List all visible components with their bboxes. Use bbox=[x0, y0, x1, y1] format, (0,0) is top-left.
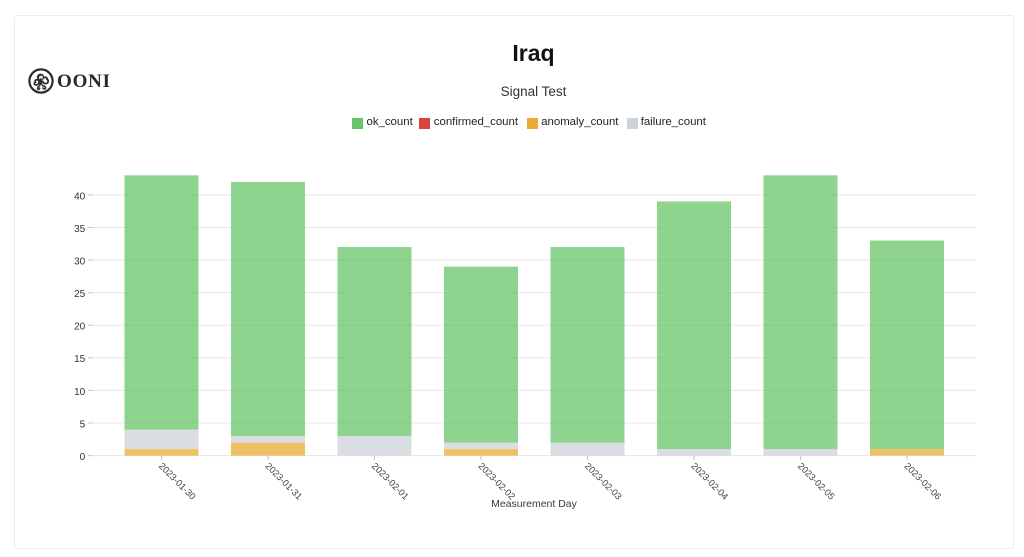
svg-text:10: 10 bbox=[74, 387, 86, 398]
svg-text:20: 20 bbox=[74, 322, 86, 333]
svg-text:2023-02-05: 2023-02-05 bbox=[796, 461, 837, 502]
svg-text:2023-02-06: 2023-02-06 bbox=[902, 461, 943, 502]
svg-text:Measurement Day: Measurement Day bbox=[491, 498, 578, 510]
svg-text:2023-02-04: 2023-02-04 bbox=[689, 461, 730, 502]
svg-text:35: 35 bbox=[74, 224, 86, 235]
svg-text:5: 5 bbox=[80, 419, 86, 430]
svg-text:2023-01-30: 2023-01-30 bbox=[157, 461, 198, 502]
svg-text:25: 25 bbox=[74, 289, 86, 300]
svg-text:2023-02-03: 2023-02-03 bbox=[583, 461, 624, 502]
svg-text:40: 40 bbox=[74, 191, 86, 202]
svg-text:30: 30 bbox=[74, 256, 86, 267]
svg-text:0: 0 bbox=[80, 452, 86, 463]
svg-text:2023-02-01: 2023-02-01 bbox=[370, 461, 411, 502]
svg-text:15: 15 bbox=[74, 354, 86, 365]
svg-text:2023-01-31: 2023-01-31 bbox=[263, 461, 304, 502]
svg-text:2023-02-02: 2023-02-02 bbox=[476, 461, 517, 502]
